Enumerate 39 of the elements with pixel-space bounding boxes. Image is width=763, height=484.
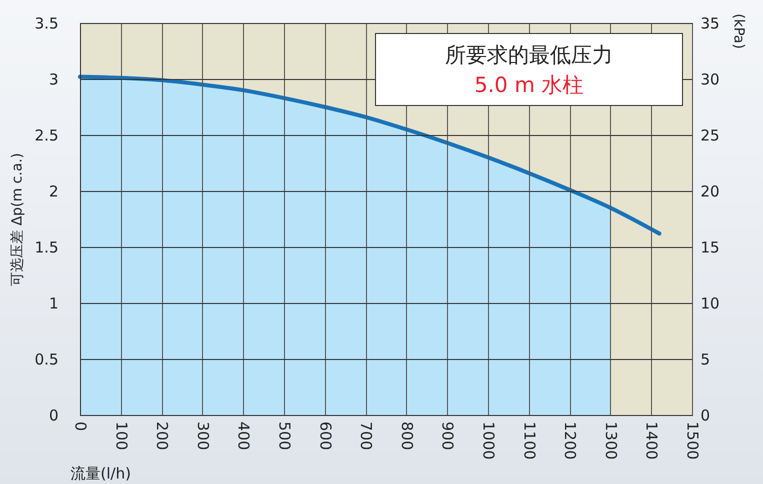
note-box: 所要求的最低压力 5.0 m 水柱 — [375, 33, 683, 106]
y-tick-label: 3 — [48, 70, 58, 88]
x-tick-label: 200 — [153, 422, 172, 450]
annotation: 5.0 m 水柱 — [473, 72, 585, 99]
x-tick-label: 1000 — [480, 422, 498, 460]
y2-axis-title: (kPa) — [730, 14, 747, 49]
x-tick-label: 700 — [357, 422, 376, 450]
x-tick-label: 1300 — [602, 422, 620, 460]
x-tick-label: 900 — [438, 422, 457, 450]
y2-tick-label: 15 — [700, 238, 720, 256]
x-tick-label: 1100 — [520, 422, 538, 460]
x-tick-label: 800 — [398, 422, 416, 450]
x-tick-label: 1400 — [642, 422, 661, 460]
y2-tick-label: 5 — [700, 350, 710, 368]
y-tick-label: 3.5 — [34, 14, 58, 32]
y2-tick-label: 30 — [700, 70, 720, 88]
x-tick-label: 1200 — [561, 422, 580, 460]
x-tick-label: 100 — [112, 422, 130, 450]
x-tick-label: 300 — [194, 422, 212, 450]
y-tick-label: 0 — [48, 406, 58, 424]
y-axis-title: 可选压差 Δp(m c.a.) — [10, 152, 26, 286]
annotation: 所要求的最低压力 — [444, 42, 614, 69]
x-tick-label: 400 — [234, 422, 253, 450]
x-tick-label: 500 — [276, 422, 294, 450]
y-tick-label: 0.5 — [34, 350, 58, 368]
y2-tick-label: 0 — [700, 406, 710, 424]
x-tick-label: 1500 — [684, 422, 702, 460]
y2-tick-label: 25 — [700, 126, 720, 144]
x-tick-label: 600 — [316, 422, 334, 450]
y-tick-label: 2 — [48, 182, 58, 200]
y2-tick-label: 35 — [700, 14, 720, 32]
y-tick-label: 1 — [48, 294, 58, 312]
y2-tick-label: 20 — [700, 182, 720, 200]
y2-tick-label: 10 — [700, 294, 720, 312]
x-tick-label: 0 — [72, 422, 90, 432]
y-tick-label: 1.5 — [34, 238, 58, 256]
line-series — [78, 74, 662, 236]
y-tick-label: 2.5 — [34, 126, 58, 144]
x-axis-title: 流量(l/h) — [70, 464, 131, 482]
